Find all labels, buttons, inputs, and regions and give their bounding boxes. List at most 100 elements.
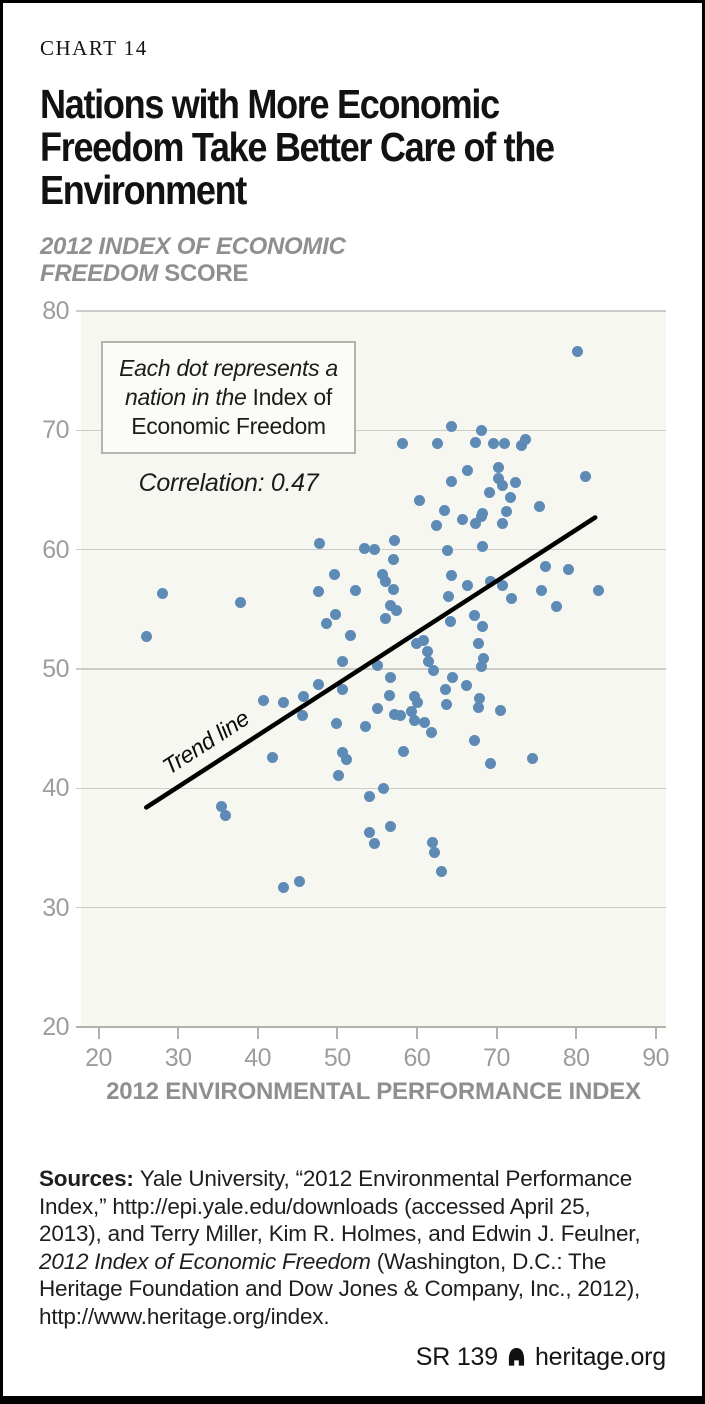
y-tick-label-60: 60 (42, 535, 69, 564)
data-point (350, 584, 362, 596)
data-point (475, 510, 487, 522)
data-point (277, 696, 289, 708)
y-tick-label-20: 20 (42, 1013, 69, 1041)
data-point (496, 479, 508, 491)
data-point (294, 875, 306, 887)
data-point (516, 440, 528, 452)
gridline-y-50 (76, 668, 666, 670)
data-point (320, 618, 332, 630)
data-point (475, 424, 487, 436)
data-point (468, 609, 480, 621)
data-point (580, 471, 592, 483)
x-tick-label-20: 20 (85, 1044, 112, 1072)
data-point (426, 836, 438, 848)
x-tick-label-70: 70 (483, 1044, 510, 1072)
data-point (487, 437, 499, 449)
x-tick-30 (177, 1028, 180, 1039)
data-point (444, 615, 456, 627)
report-number: SR 139 (415, 1343, 498, 1371)
y-tick-label-80: 80 (42, 297, 69, 325)
sources-part1: Yale University, “2012 Environmental Per… (39, 1166, 641, 1247)
data-point (539, 560, 551, 572)
y-tick-label-30: 30 (42, 893, 69, 922)
data-point (505, 491, 517, 503)
data-point (363, 791, 375, 803)
data-point (500, 505, 512, 517)
data-point (330, 608, 342, 620)
gridline-y-30 (76, 906, 666, 909)
data-point (510, 477, 522, 489)
x-tick-label-90: 90 (642, 1044, 670, 1072)
data-point (220, 810, 232, 822)
data-point (432, 437, 444, 449)
data-point (266, 751, 278, 763)
data-point (428, 664, 440, 676)
chart-title-line-1: Nations with More Economic (40, 81, 500, 127)
data-point (385, 821, 397, 833)
data-point (394, 710, 406, 722)
data-point (336, 656, 348, 668)
data-point (526, 753, 538, 764)
data-point (358, 542, 370, 554)
data-point (257, 694, 269, 706)
x-tick-label-50: 50 (323, 1044, 351, 1072)
data-point (439, 504, 451, 516)
data-point (377, 782, 389, 794)
data-point (447, 671, 459, 683)
data-point (277, 881, 289, 893)
data-point (572, 346, 584, 358)
y-axis-title: 2012 INDEX OF ECONOMIC FREEDOM SCORE (40, 233, 346, 287)
x-axis-label: 2012 ENVIRONMENTAL PERFORMANCE INDEX (106, 1078, 641, 1105)
y-tick-label-50: 50 (42, 655, 69, 683)
data-point (493, 472, 505, 484)
x-tick-label-30: 30 (164, 1044, 192, 1072)
data-point (371, 702, 383, 714)
data-point (476, 540, 488, 552)
chart-title-line-3: Environment (40, 167, 247, 213)
data-point (440, 683, 452, 695)
sources-part2: (Washington, D.C.: The Heritage Foundati… (39, 1248, 641, 1329)
data-point (417, 634, 429, 646)
correlation-label: Correlation: 0.47 (138, 469, 319, 497)
x-tick-90 (654, 1028, 657, 1039)
data-point (156, 588, 168, 600)
data-point (387, 583, 399, 595)
y-axis-title-regular: SCORE (157, 260, 249, 287)
x-tick-label-60: 60 (403, 1044, 431, 1072)
footer: SR 139 heritage.org (416, 1343, 666, 1372)
annotation-box: Each dot represents a nation in the Inde… (101, 341, 356, 454)
data-point (425, 726, 437, 738)
annotation-line-3: Economic Freedom (131, 413, 326, 439)
data-point (387, 553, 399, 565)
data-point (443, 590, 455, 602)
data-point (476, 620, 488, 632)
data-point (535, 584, 547, 596)
data-point (397, 745, 409, 757)
data-point (498, 437, 510, 449)
data-point (421, 645, 433, 657)
data-point (461, 465, 473, 477)
y-tick-label-40: 40 (42, 774, 69, 803)
heritage-bell-icon (508, 1348, 525, 1366)
data-point (385, 671, 397, 683)
data-point (413, 495, 425, 507)
data-point (592, 584, 604, 596)
data-point (446, 476, 458, 488)
annotation-line-1: Each dot represents a (119, 355, 338, 381)
gridline-y-80 (76, 310, 666, 312)
data-point (493, 461, 505, 473)
annotation-line-2: nation in the Index of (125, 384, 332, 410)
data-point (428, 847, 440, 859)
data-point (520, 434, 532, 446)
x-tick-label-80: 80 (562, 1044, 590, 1072)
chart-number: CHART 14 (40, 36, 148, 60)
x-tick-20 (97, 1028, 100, 1039)
data-point (446, 421, 458, 433)
y-axis-title-italic-2: FREEDOM (40, 260, 158, 287)
data-point (468, 735, 480, 747)
data-point (397, 437, 409, 449)
data-point (475, 661, 487, 673)
x-tick-60 (415, 1028, 418, 1039)
sources-book-title: 2012 Index of Economic Freedom (39, 1248, 371, 1274)
